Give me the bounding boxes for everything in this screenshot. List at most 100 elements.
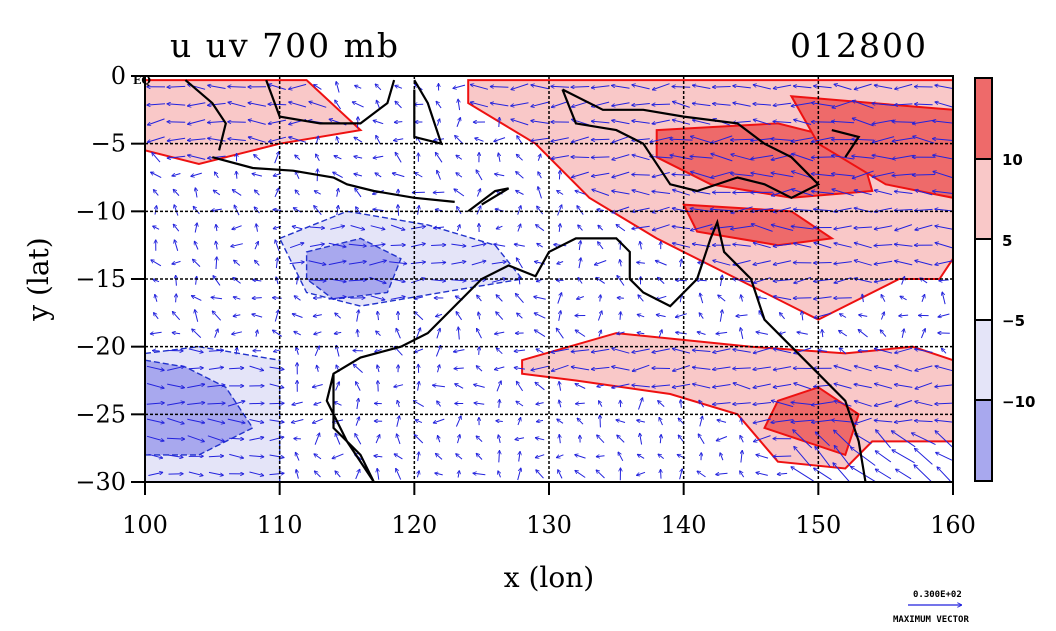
wind-vector [914,448,933,465]
wind-vector [207,85,226,89]
wind-vector [811,103,834,107]
wind-vector [611,85,630,89]
x-tick-label: 150 [795,511,841,539]
y-tick-label: 0 [111,62,126,90]
wind-vector [750,154,774,159]
wind-vector [612,206,630,213]
wind-vector [457,224,460,232]
wind-vector [920,328,925,339]
wind-vector [698,434,705,445]
wind-vector [892,137,915,142]
wind-vector [187,139,206,141]
wind-vector [252,298,262,299]
wind-vector [672,365,690,372]
wind-vector [213,275,221,286]
wind-vector [395,152,402,163]
wind-vector [720,275,722,287]
wind-vector [932,121,953,124]
wind-vector [815,446,831,467]
coastline [831,129,861,158]
wind-vector [454,189,465,197]
wind-vector [227,139,246,141]
wind-vector [249,365,264,371]
wind-vector [773,349,792,354]
wind-vector [874,278,893,282]
wind-vector [252,174,263,177]
wind-vector [813,209,832,211]
wind-vector [631,175,650,176]
wind-vector [398,204,399,216]
wind-vector [858,315,868,317]
wind-vector [712,260,731,266]
colorbar-label-1: 10 [1002,151,1023,169]
wind-vector [591,139,610,140]
wind-vector [314,205,322,216]
wind-vector [831,174,855,177]
wind-vector [751,224,773,232]
wind-vector [854,190,872,196]
wind-vector [872,136,895,143]
wind-vector [478,312,480,320]
wind-vector [172,333,181,334]
wind-vector [854,384,872,389]
wind-vector [892,450,915,464]
wind-vector [771,400,794,408]
wind-vector [831,121,855,122]
wind-vector [652,172,670,178]
wind-vector [214,172,219,179]
wind-vector [831,155,854,160]
wind-vector [313,84,322,90]
wind-vector [167,122,186,123]
wind-vector [174,240,179,251]
wind-vector [152,351,160,352]
wind-vector [736,315,748,316]
wind-vector [373,120,384,125]
wind-vector [418,381,420,391]
wind-vector [276,257,277,269]
wind-vector [631,104,650,106]
wind-vector [732,86,751,89]
wind-vector [557,205,562,216]
wind-vector [357,310,359,322]
wind-vector [612,348,630,354]
coastline [265,79,396,125]
wind-vector [741,418,743,425]
wind-vector [854,401,872,407]
wind-vector [559,310,561,321]
wind-vector [597,311,602,321]
wind-vector [167,383,185,388]
wind-vector [418,452,419,462]
wind-vector [336,81,340,93]
wind-vector [712,403,731,405]
wind-vector [337,188,339,197]
wind-vector [818,350,828,351]
wind-vector [911,433,936,446]
wind-vector [571,367,590,371]
wind-vector [577,205,584,215]
wind-vector [575,383,586,389]
wind-vector [631,385,650,387]
wind-vector [188,348,204,353]
wind-vector [372,209,384,210]
wind-vector [274,310,278,322]
wind-vector [191,172,202,176]
wind-vector [852,170,874,179]
wind-vector [249,471,265,476]
wind-vector [291,419,304,423]
wind-vector [295,190,300,196]
wind-vector [195,309,199,322]
wind-vector [652,224,670,231]
wind-vector [335,433,341,445]
wind-vector [354,174,363,176]
wind-vector [394,454,403,460]
wind-vector [494,332,505,334]
wind-vector [511,119,529,126]
wind-vector [611,102,630,106]
wind-vector [294,296,301,301]
wind-vector [854,260,872,266]
wind-vector [292,314,303,318]
wind-vector [207,102,226,105]
wind-vector [516,401,524,407]
wind-vector [236,171,237,179]
wind-vector [741,450,742,463]
